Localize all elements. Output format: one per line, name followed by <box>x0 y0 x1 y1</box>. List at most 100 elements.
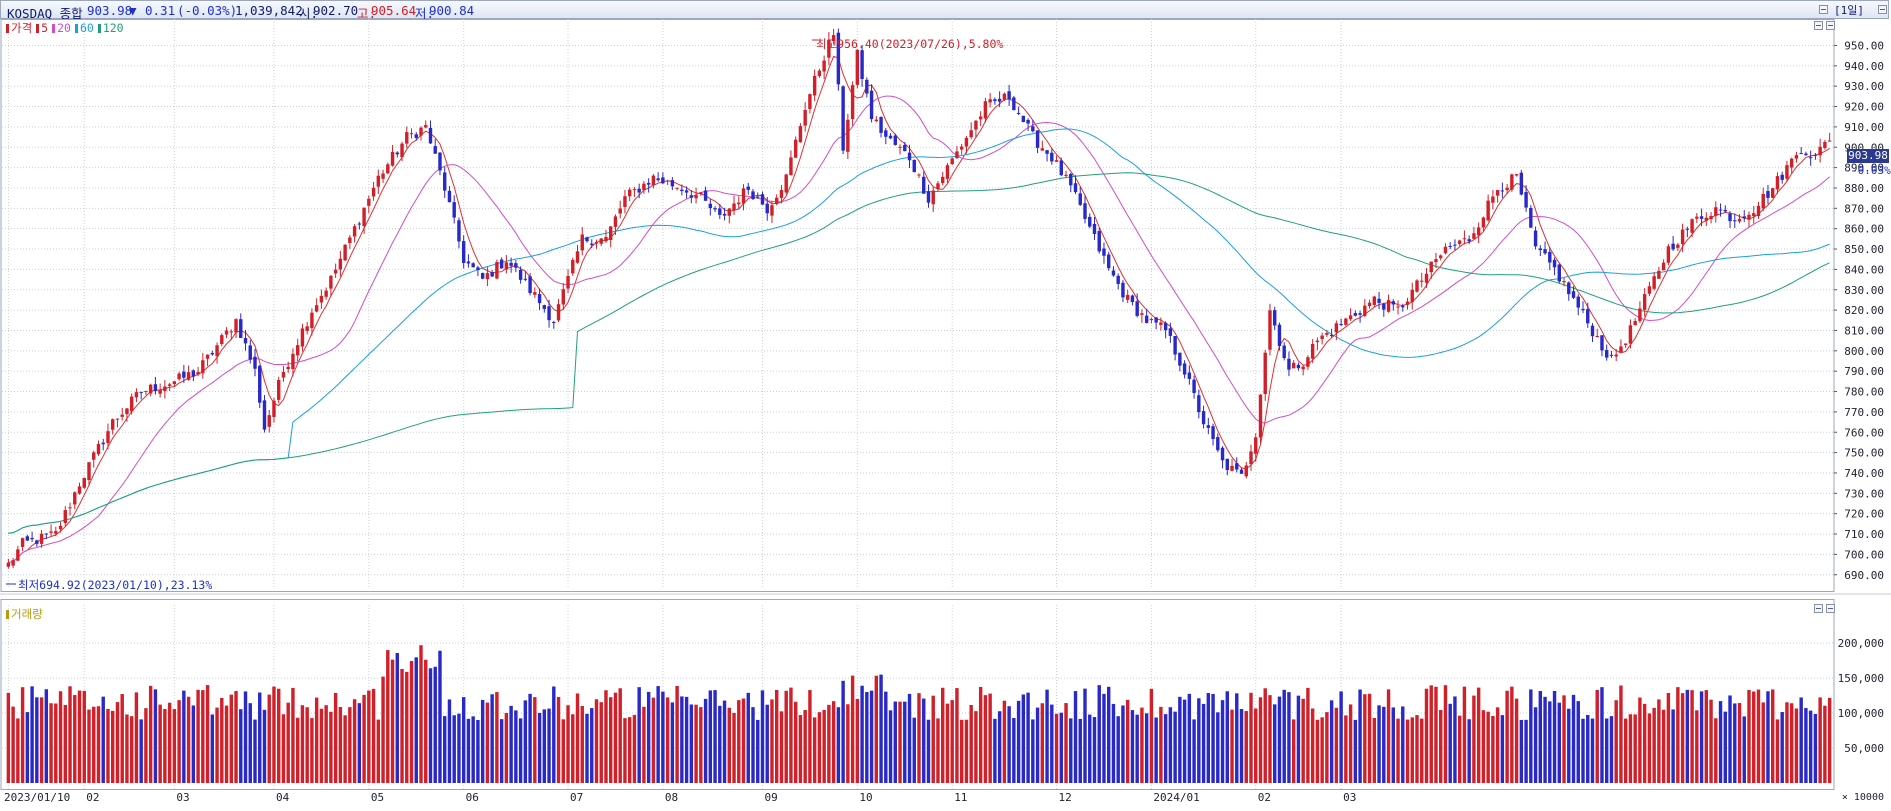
volume-bar <box>585 713 589 783</box>
y-tick-label: 890.00 <box>1844 162 1884 175</box>
candle-body <box>324 290 328 297</box>
volume-bar <box>1173 711 1177 783</box>
candle-body <box>580 234 584 251</box>
chart-grid <box>0 19 1891 790</box>
volume-bar <box>419 645 423 783</box>
candle-body <box>784 174 788 193</box>
volume-bar <box>20 687 25 783</box>
candle-body <box>111 419 115 430</box>
candle-body <box>1050 152 1054 162</box>
volume-bar <box>1638 697 1642 783</box>
volume-bar <box>1576 701 1580 783</box>
volume-bar <box>101 696 105 783</box>
volume-bar <box>1059 712 1063 783</box>
volume-bar <box>1405 719 1410 783</box>
volume-bar <box>1775 719 1780 783</box>
volume-panel-title: 거래량 <box>6 606 43 622</box>
volume-bar <box>1548 701 1552 783</box>
volume-bar <box>1301 698 1305 783</box>
candle-body <box>1742 216 1746 219</box>
candle-body <box>291 353 295 370</box>
candle-body <box>703 190 708 201</box>
volume-bar <box>1728 695 1732 783</box>
date-axis: 2023/01/10 02 03 04 05 06 07 08 09 10 11 12 2024/01 0… <box>4 791 1356 804</box>
volume-bar <box>6 692 11 783</box>
volume-bar <box>333 692 338 783</box>
volume-bar <box>96 706 101 783</box>
candle-body <box>1078 193 1082 205</box>
candle-body <box>1149 318 1154 321</box>
last-price: 903.98 <box>87 3 133 18</box>
y-tick-label: 920.00 <box>1844 101 1884 114</box>
candle-body <box>1026 119 1030 124</box>
window-close-icon[interactable] <box>1878 5 1887 14</box>
high-value: 905.64 <box>371 3 417 18</box>
candle-body <box>1495 190 1500 196</box>
candle-body <box>419 127 423 136</box>
volume-bar <box>291 687 295 783</box>
candle-body <box>1491 196 1495 203</box>
candle-body <box>1002 93 1007 100</box>
volume-bar <box>376 719 381 783</box>
volume-bar <box>1310 708 1315 783</box>
volume-panel-close-icon[interactable] <box>1826 604 1835 613</box>
candle-body <box>665 180 670 182</box>
volume-bar <box>1429 685 1433 783</box>
candle-body <box>936 183 940 190</box>
candle-body <box>229 331 233 333</box>
volume-bar <box>779 711 784 783</box>
minimize-icon[interactable] <box>1819 5 1828 14</box>
volume-bar <box>1623 718 1628 783</box>
candle-body <box>694 195 698 199</box>
candle-body <box>438 152 442 171</box>
ma-line-5 <box>8 55 1830 564</box>
volume-bar <box>1268 695 1272 783</box>
volume-bar <box>912 717 916 783</box>
period-button[interactable]: [1일] <box>1834 4 1864 17</box>
candle-body <box>1415 280 1419 292</box>
candle-body <box>732 203 736 211</box>
volume-bar <box>590 708 594 783</box>
candle-body <box>371 187 376 197</box>
candle-body <box>1092 223 1097 235</box>
volume-bar <box>1045 689 1049 783</box>
candle-body <box>1581 308 1585 311</box>
volume-tick-label: 100,000 <box>1838 707 1884 720</box>
candle-body <box>675 187 679 189</box>
volume-bar <box>30 686 34 783</box>
panel-minimize-icon[interactable] <box>1814 21 1823 30</box>
candle-body <box>447 190 452 203</box>
volume-bar <box>1144 713 1149 783</box>
volume-bar <box>163 709 167 783</box>
candle-body <box>656 178 660 181</box>
candle-body <box>272 400 276 417</box>
volume-bar <box>514 710 518 783</box>
candle-body <box>443 172 447 191</box>
candle-body <box>1747 214 1751 220</box>
volume-bar <box>1752 691 1756 783</box>
candle-body <box>215 345 219 357</box>
candle-body <box>959 146 964 150</box>
candle-body <box>1614 354 1618 357</box>
volume-bar <box>262 709 267 783</box>
panel-close-icon[interactable] <box>1826 21 1835 30</box>
candle-body <box>1353 313 1358 316</box>
volume-bar <box>756 719 760 783</box>
candle-body <box>44 533 49 535</box>
candle-body <box>798 126 803 143</box>
volume-bar <box>390 659 395 783</box>
candle-body <box>699 192 703 195</box>
candle-body <box>452 202 456 218</box>
candle-body <box>1097 231 1101 252</box>
volume-bar <box>414 657 418 783</box>
volume-bar <box>63 704 67 783</box>
volume-bar <box>1235 693 1239 783</box>
volume-panel-minimize-icon[interactable] <box>1814 604 1823 613</box>
volume-bar <box>191 705 196 783</box>
candle-body <box>1476 227 1481 236</box>
candle-body <box>907 152 912 161</box>
x-tick-label: 2023/01/10 <box>4 791 70 804</box>
volume-bar <box>1263 688 1267 783</box>
volume-bar <box>1657 699 1661 783</box>
volume-bar <box>1557 702 1561 783</box>
